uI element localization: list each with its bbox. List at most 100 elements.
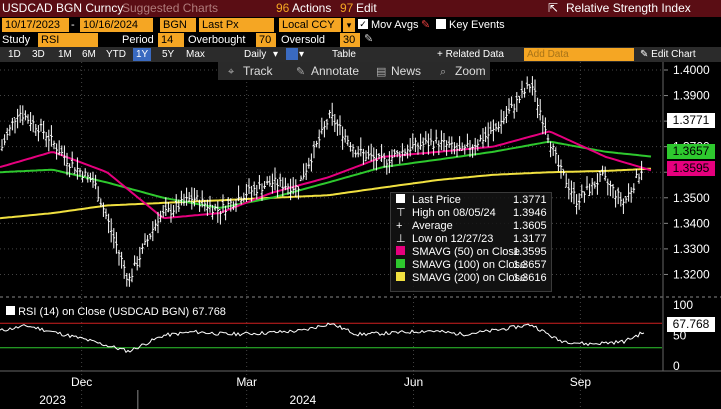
period-button-6m[interactable]: 6M <box>82 49 96 60</box>
legend-high-label: High on 08/05/24 <box>412 207 496 219</box>
legend-last-price-value: 1.3771 <box>513 194 547 206</box>
tool-zoom-icon[interactable]: ⌕ <box>440 65 446 78</box>
chart-type-icon[interactable] <box>286 48 298 60</box>
suggested-charts-menu[interactable]: Suggested Charts <box>122 1 219 15</box>
edit-chart-button[interactable]: ✎ Edit Chart <box>640 48 696 61</box>
date-dash: - <box>71 19 75 31</box>
legend-sma200-label: SMAVG (200) on Close <box>412 272 527 284</box>
period-label: Period <box>122 34 154 46</box>
tool-track-icon[interactable]: ⌖ <box>228 65 234 78</box>
period-button-max[interactable]: Max <box>186 49 205 60</box>
legend-sma50-icon <box>396 245 405 260</box>
sma200-line <box>0 167 652 220</box>
legend-sma200-value: 1.3616 <box>513 272 547 284</box>
legend-sma200-icon <box>396 271 405 286</box>
ticker-label[interactable]: USDCAD BGN Curncy <box>2 1 124 15</box>
end-date-field[interactable]: 10/16/2024 <box>80 18 153 32</box>
chart-type-dropdown-icon[interactable]: ▾ <box>299 49 305 60</box>
y-tick-label: 1.3400 <box>673 216 710 230</box>
chart-tools-bar <box>218 62 490 80</box>
price-field-selector[interactable]: Last Px <box>199 18 274 32</box>
source-field[interactable]: BGN <box>160 18 196 32</box>
window-title: Relative Strength Index <box>566 1 691 15</box>
oversold-label: Oversold <box>281 34 326 46</box>
period-button-ytd[interactable]: YTD <box>106 49 126 60</box>
x-tick-label: Dec <box>71 375 92 389</box>
currency-dropdown-icon[interactable]: ▾ <box>343 18 355 32</box>
rsi-line <box>0 322 645 354</box>
x-tick-label: Jun <box>404 375 423 389</box>
period-button-1y[interactable]: 1Y <box>133 48 152 61</box>
study-selector[interactable]: RSI <box>38 33 98 47</box>
legend-last-price-icon <box>396 193 405 208</box>
pencil-icon[interactable]: ✎ <box>421 19 431 31</box>
period-button-5y[interactable]: 5Y <box>162 49 175 60</box>
y-tick-label: 1.3200 <box>673 267 710 281</box>
sma100-tag: 1.3657 <box>667 144 715 159</box>
legend-last-price-label: Last Price <box>412 194 461 206</box>
period-field[interactable]: 14 <box>158 33 184 47</box>
edit-chart-label: Edit Chart <box>651 49 696 60</box>
tool-track-button[interactable]: Track <box>243 64 274 78</box>
legend-box <box>390 192 552 292</box>
overbought-field[interactable]: 70 <box>256 33 276 47</box>
study-pencil-icon[interactable]: ✎ <box>364 33 374 45</box>
rsi-tick-label: 50 <box>673 329 687 343</box>
rsi-legend-icon <box>6 306 15 315</box>
actions-menu[interactable]: Actions <box>292 1 332 15</box>
legend-sma100-label: SMAVG (100) on Close <box>412 259 527 271</box>
tool-annotate-button[interactable]: Annotate <box>311 64 359 78</box>
frequency-dropdown-icon[interactable]: ▾ <box>273 49 279 60</box>
rsi-tick-label: 100 <box>673 298 693 312</box>
period-button-1m[interactable]: 1M <box>58 49 72 60</box>
chart-area[interactable]: 1.40001.39001.38001.37001.36001.35001.34… <box>0 62 721 409</box>
mov-avgs-checkbox[interactable]: ✓ <box>358 19 368 29</box>
legend-sma50-label: SMAVG (50) on Close <box>412 246 521 258</box>
tool-news-icon[interactable]: ▤ <box>376 65 386 78</box>
sma100-line <box>0 140 652 209</box>
mov-avgs-label: Mov Avgs <box>371 19 419 31</box>
add-data-input[interactable]: Add Data <box>524 48 634 61</box>
tool-annotate-icon[interactable]: ✎ <box>296 65 305 78</box>
period-button-1d[interactable]: 1D <box>8 49 21 60</box>
y-tick-label: 1.3300 <box>673 242 710 256</box>
last-price-tag: 1.3771 <box>667 113 715 128</box>
legend-sma100-icon <box>396 258 405 273</box>
edit-number[interactable]: 97 <box>340 1 354 15</box>
legend-sma50-value: 1.3595 <box>513 246 547 258</box>
legend-low-label: Low on 12/27/23 <box>412 233 494 245</box>
legend-sma100-value: 1.3657 <box>513 259 547 271</box>
start-date-field[interactable]: 10/17/2023 <box>2 18 69 32</box>
rsi-legend: RSI (14) on Close (USDCAD BGN) 67.768 <box>6 306 226 318</box>
key-events-checkbox[interactable] <box>436 19 446 29</box>
legend-average-icon: + <box>396 220 403 232</box>
study-label: Study <box>2 34 31 46</box>
legend-average-value: 1.3605 <box>513 220 547 232</box>
key-events-label: Key Events <box>449 19 505 31</box>
edit-menu[interactable]: Edit <box>356 1 377 15</box>
rsi-legend-value: 67.768 <box>192 306 226 318</box>
x-tick-label: Sep <box>570 375 592 389</box>
legend-high-value: 1.3946 <box>513 207 547 219</box>
tool-news-button[interactable]: News <box>391 64 421 78</box>
rsi-legend-label: RSI (14) on Close (USDCAD BGN) <box>18 306 190 318</box>
frequency-selector[interactable]: Daily <box>244 49 267 60</box>
oversold-field[interactable]: 30 <box>340 33 360 47</box>
overbought-label: Overbought <box>188 34 246 46</box>
legend-low-value: 1.3177 <box>513 233 547 245</box>
x-tick-label: Mar <box>236 375 257 389</box>
y-tick-label: 1.4000 <box>673 63 710 77</box>
menu-bar: USDCAD BGN Curncy Suggested Charts 96 Ac… <box>0 0 721 17</box>
tool-zoom-button[interactable]: Zoom <box>455 64 486 78</box>
legend-average-label: Average <box>412 220 453 232</box>
actions-number[interactable]: 96 <box>276 1 290 15</box>
x-year-label: 2024 <box>290 393 317 407</box>
x-year-label: 2023 <box>39 393 66 407</box>
currency-selector[interactable]: Local CCY <box>279 18 341 32</box>
related-data-button[interactable]: + Related Data <box>437 49 504 60</box>
table-button[interactable]: Table <box>332 49 356 60</box>
period-button-3d[interactable]: 3D <box>32 49 45 60</box>
rsi-tick-label: 0 <box>673 359 680 373</box>
export-icon[interactable]: ⇱ <box>548 1 559 15</box>
legend-low-icon: ⊥ <box>396 233 406 245</box>
